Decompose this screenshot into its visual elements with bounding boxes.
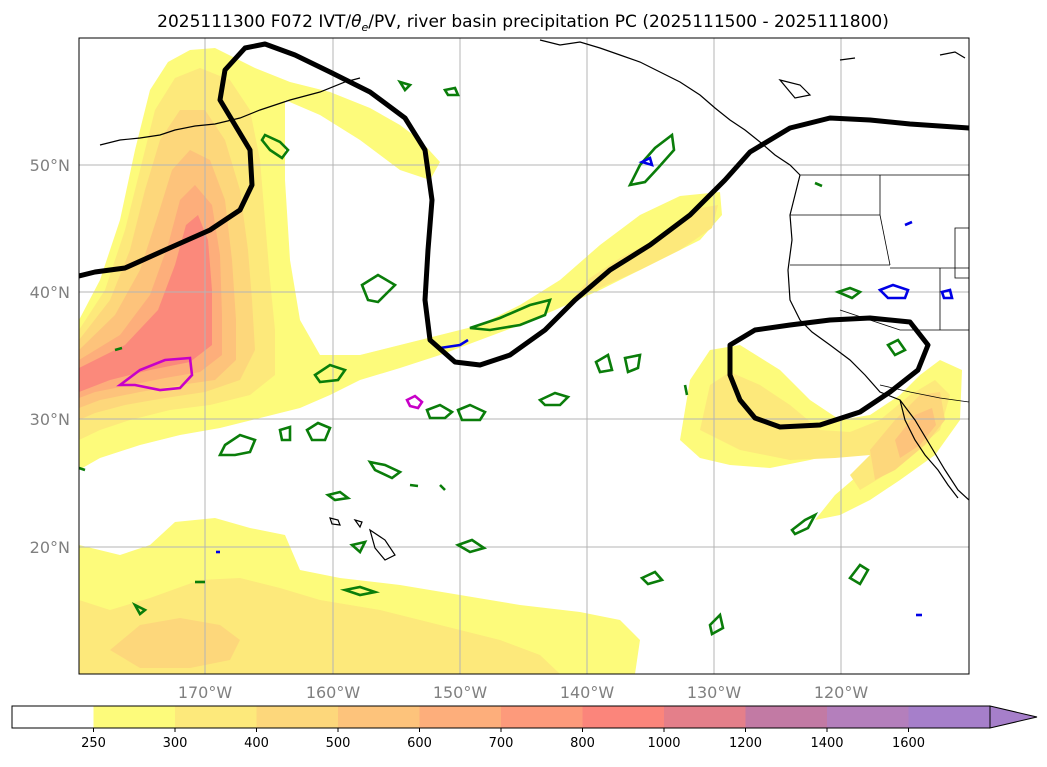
- title-prefix: 2025111300 F072 IVT/: [157, 12, 351, 32]
- lon-label-140w: 140°W: [560, 683, 615, 702]
- lon-label-170w: 170°W: [178, 683, 233, 702]
- ivt-shading-western-plume: [79, 48, 722, 470]
- colorbar-tick-label: 800: [570, 736, 595, 751]
- colorbar-segment: [501, 706, 583, 728]
- longitude-labels: 170°W 160°W 150°W 140°W 130°W 120°W: [178, 683, 869, 702]
- colorbar-segment: [419, 706, 502, 728]
- colorbar-tick-label: 1400: [810, 736, 843, 751]
- title-theta: θ: [351, 12, 362, 32]
- colorbar-tick-label: 600: [407, 736, 432, 751]
- latitude-labels: 50°N 40°N 30°N 20°N: [30, 156, 70, 557]
- lat-label-40n: 40°N: [30, 283, 70, 302]
- lat-label-50n: 50°N: [30, 156, 70, 175]
- colorbar-extend-arrow: [989, 705, 1038, 729]
- lat-label-30n: 30°N: [30, 410, 70, 429]
- colorbar: 250 300 400 500 600 700 800 1000 1200 1400 1600: [11, 705, 1038, 751]
- lon-label-130w: 130°W: [687, 683, 742, 702]
- graticule: [79, 38, 969, 674]
- ivt-max-contours: [116, 356, 424, 410]
- lon-label-160w: 160°W: [306, 683, 361, 702]
- lat-label-20n: 20°N: [30, 538, 70, 557]
- colorbar-tick-label: 500: [326, 736, 351, 751]
- colorbar-tick-label: 700: [489, 736, 514, 751]
- colorbar-segment: [93, 706, 176, 728]
- precipitation-contours: [216, 156, 954, 617]
- title-suffix: /PV, river basin precipitation PC (20251…: [368, 12, 889, 32]
- colorbar-segment: [256, 706, 339, 728]
- lon-label-150w: 150°W: [433, 683, 488, 702]
- colorbar-tick-label: 1000: [647, 736, 680, 751]
- map-content: [79, 38, 969, 674]
- title-subscript: e: [362, 21, 369, 34]
- colorbar-segment: [664, 706, 746, 728]
- ivt-shading-eastern-plume: [680, 345, 962, 520]
- lon-label-120w: 120°W: [814, 683, 869, 702]
- colorbar-segment: [908, 706, 991, 728]
- colorbar-segment: [582, 706, 665, 728]
- colorbar-segment: [827, 706, 909, 728]
- colorbar-tick-label: 1600: [892, 736, 925, 751]
- colorbar-tick-label: 250: [81, 736, 106, 751]
- map-frame: [78, 37, 970, 675]
- colorbar-segment: [745, 706, 828, 728]
- colorbar-segment: [12, 706, 94, 728]
- pv-contours: [79, 41, 969, 430]
- coastlines: [99, 39, 969, 561]
- theta-e-contours: [79, 79, 907, 636]
- colorbar-tick-label: 400: [244, 736, 269, 751]
- colorbar-segment: [175, 706, 257, 728]
- colorbar-tick-label: 300: [163, 736, 188, 751]
- figure-title: 2025111300 F072 IVT/θe/PV, river basin p…: [157, 12, 889, 34]
- colorbar-tick-label: 1200: [729, 736, 762, 751]
- colorbar-segment: [338, 706, 420, 728]
